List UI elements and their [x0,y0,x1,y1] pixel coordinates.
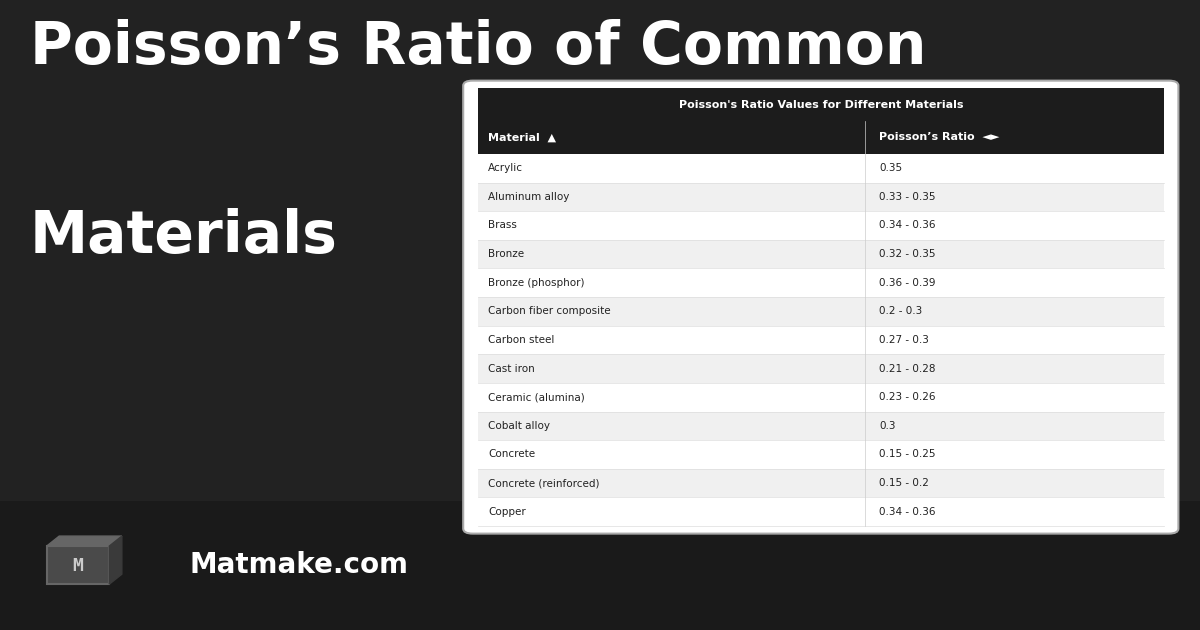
Text: Brass: Brass [488,220,517,231]
Text: Ceramic (alumina): Ceramic (alumina) [488,392,584,402]
Text: Bronze: Bronze [488,249,524,259]
Bar [478,383,1164,411]
Bar [478,326,1164,354]
Text: Matmake.com: Matmake.com [190,551,408,579]
Text: 0.3: 0.3 [880,421,895,431]
Text: 0.2 - 0.3: 0.2 - 0.3 [880,306,923,316]
Text: Cast iron: Cast iron [488,364,535,374]
Text: 0.35: 0.35 [880,163,902,173]
Bar [478,268,1164,297]
Text: 0.27 - 0.3: 0.27 - 0.3 [880,335,929,345]
Text: 0.34 - 0.36: 0.34 - 0.36 [880,220,936,231]
Bar [478,240,1164,268]
Text: 0.15 - 0.25: 0.15 - 0.25 [880,449,936,459]
Text: Concrete: Concrete [488,449,535,459]
Polygon shape [47,536,122,546]
Bar [0,501,1200,630]
Bar [478,469,1164,498]
Bar [478,498,1164,526]
Text: 0.23 - 0.26: 0.23 - 0.26 [880,392,936,402]
Text: Concrete (reinforced): Concrete (reinforced) [488,478,599,488]
Text: Poisson’s Ratio  ◄►: Poisson’s Ratio ◄► [880,132,1000,142]
Bar [478,411,1164,440]
Text: 0.36 - 0.39: 0.36 - 0.39 [880,278,936,288]
Text: Acrylic: Acrylic [488,163,523,173]
Bar [478,211,1164,240]
Text: Cobalt alloy: Cobalt alloy [488,421,550,431]
Bar [478,121,1164,154]
Polygon shape [109,536,122,584]
Text: Bronze (phosphor): Bronze (phosphor) [488,278,584,288]
Bar [478,297,1164,326]
Text: 0.34 - 0.36: 0.34 - 0.36 [880,507,936,517]
Bar [478,440,1164,469]
FancyBboxPatch shape [463,81,1178,534]
Text: Copper: Copper [488,507,526,517]
Text: M: M [72,558,84,575]
Text: Carbon steel: Carbon steel [488,335,554,345]
Bar [478,88,1164,121]
Text: 0.32 - 0.35: 0.32 - 0.35 [880,249,936,259]
Bar [478,354,1164,383]
Text: 0.33 - 0.35: 0.33 - 0.35 [880,192,936,202]
Text: 0.21 - 0.28: 0.21 - 0.28 [880,364,936,374]
Text: Aluminum alloy: Aluminum alloy [488,192,569,202]
Text: Material  ▲: Material ▲ [488,132,556,142]
Text: Carbon fiber composite: Carbon fiber composite [488,306,611,316]
Text: Materials: Materials [30,208,338,265]
Bar [478,183,1164,211]
Bar [478,154,1164,183]
Text: Poisson's Ratio Values for Different Materials: Poisson's Ratio Values for Different Mat… [678,100,964,110]
Text: Poisson’s Ratio of Common: Poisson’s Ratio of Common [30,19,926,76]
Text: 0.15 - 0.2: 0.15 - 0.2 [880,478,929,488]
FancyBboxPatch shape [47,546,109,584]
